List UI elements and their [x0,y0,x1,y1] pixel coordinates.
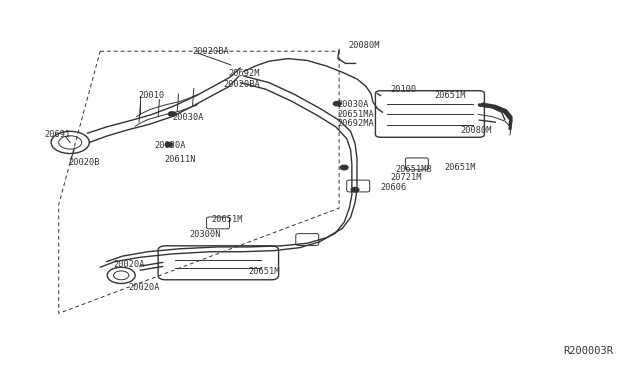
Circle shape [333,102,341,106]
Text: 20020A: 20020A [129,283,161,292]
Circle shape [168,112,176,116]
Circle shape [351,187,359,192]
Text: 20651M: 20651M [248,267,280,276]
Circle shape [340,165,348,170]
Text: 20651MA: 20651MA [337,110,374,119]
Text: 20020A: 20020A [113,260,145,269]
Circle shape [165,142,173,147]
Text: 20651M: 20651M [444,163,476,172]
Text: 20691: 20691 [45,130,71,139]
Text: 20692M: 20692M [228,69,260,78]
Text: 20300N: 20300N [189,230,221,239]
Text: 20692MA: 20692MA [337,119,374,128]
Text: 20721M: 20721M [390,173,422,182]
Text: 20080M: 20080M [460,126,492,135]
Text: 20611N: 20611N [164,155,195,164]
Text: 20030A: 20030A [172,113,204,122]
Text: 20010: 20010 [138,91,164,100]
Text: 20020BA: 20020BA [223,80,260,89]
Text: 20030A: 20030A [154,141,186,150]
Text: 20651M: 20651M [212,215,243,224]
Text: 20651M: 20651M [435,91,466,100]
Text: 20100: 20100 [390,85,417,94]
Text: 20651MB: 20651MB [395,165,432,174]
Text: R200003R: R200003R [563,346,613,356]
Text: 20030A: 20030A [337,100,369,109]
Text: 20606: 20606 [380,183,406,192]
Text: 20080M: 20080M [349,41,380,50]
Text: 20020B: 20020B [68,157,100,167]
Text: 20020BA: 20020BA [193,47,229,56]
